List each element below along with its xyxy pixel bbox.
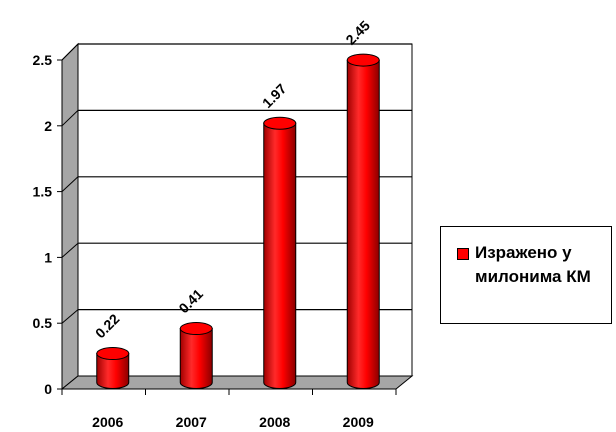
x-axis-ticks: 2006 2007 2008 2009 [62, 389, 396, 430]
bar-2008: 1.97 [259, 80, 296, 388]
y-tick-label: 2.5 [33, 52, 53, 68]
side-wall [62, 44, 78, 389]
bar-top [347, 54, 379, 66]
x-tick-label: 2008 [259, 414, 290, 430]
legend-label: Изражено у милонима КМ [475, 241, 609, 289]
legend-swatch [457, 248, 469, 260]
bar-body [180, 329, 212, 389]
y-tick-label: 2 [44, 118, 52, 134]
y-tick-label: 0.5 [33, 315, 53, 331]
bar-top [180, 323, 212, 335]
bar-top [97, 348, 129, 360]
bar-body [347, 60, 379, 388]
data-label: 2.45 [342, 17, 373, 48]
y-tick-label: 0 [44, 381, 52, 397]
bar-top [264, 117, 296, 129]
bar-body [264, 123, 296, 388]
x-tick-label: 2006 [92, 414, 123, 430]
bar-2009: 2.45 [342, 17, 379, 388]
x-tick-label: 2009 [343, 414, 374, 430]
x-tick-label: 2007 [176, 414, 207, 430]
legend: Изражено у милонима КМ [440, 226, 612, 324]
y-axis-ticks: 0 0.5 1 1.5 2 2.5 [33, 52, 62, 397]
y-tick-label: 1.5 [33, 184, 53, 200]
y-tick-label: 1 [44, 249, 52, 265]
